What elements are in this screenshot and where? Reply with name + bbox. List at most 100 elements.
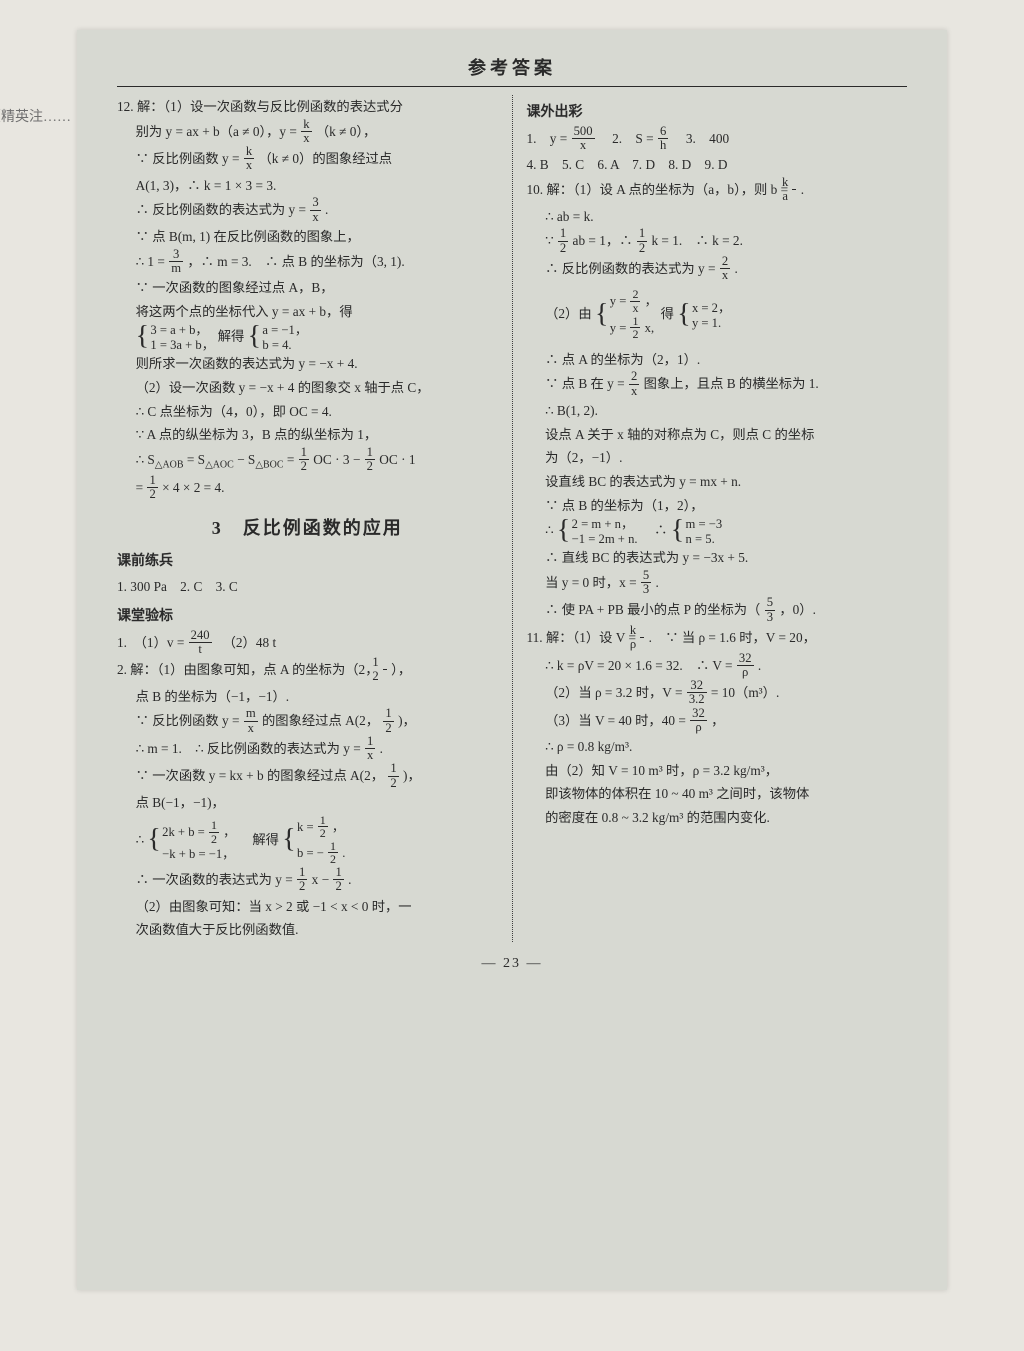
column-left: 12. 解：（1）设一次函数与反比例函数的表达式分 别为 y = ax + b（…	[117, 95, 513, 942]
text: 的图象经过点 A(2，	[262, 713, 379, 728]
fraction: k a	[792, 176, 796, 204]
q11-line: 11. 解：（1）设 V = k ρ . ∵ 当 ρ = 1.6 时，V = 2…	[527, 625, 908, 653]
section-heading: 课前练兵	[117, 550, 498, 575]
eq: −1 = 2m + n.	[572, 532, 638, 547]
q10-line: 设直线 BC 的表达式为 y = mx + n.	[527, 470, 908, 494]
answer-line: 1. （1）v = 240 t （2）48 t	[117, 630, 498, 658]
text: ∵ 点 B 在 y =	[545, 376, 625, 391]
q12-line: ∵ 点 B(m, 1) 在反比例函数的图象上，	[117, 225, 498, 249]
denominator: 3	[765, 610, 775, 624]
q2-line: 次函数值大于反比例函数值.	[117, 918, 498, 942]
text: ），	[391, 662, 411, 677]
eq: 1 = 3a + b，	[150, 338, 214, 353]
q10-line: 设点 A 关于 x 轴的对称点为 C，则点 C 的坐标	[527, 423, 908, 447]
q10-line: ∴ 反比例函数的表达式为 y = 2 x .	[527, 256, 908, 284]
text: 解得	[218, 329, 245, 344]
numerator: 240	[189, 629, 212, 642]
q2-line: 点 B 的坐标为（−1，−1）.	[117, 685, 498, 709]
brace-icon: {	[595, 301, 608, 326]
text: ∴ m = 1. ∴ 反比例函数的表达式为 y =	[136, 741, 361, 756]
numerator: 1	[388, 762, 398, 775]
text: y =	[610, 294, 630, 308]
q10-line: ∵ 点 B 的坐标为（1，2），	[527, 494, 908, 518]
numerator: k	[792, 176, 796, 189]
eq: n = 5.	[686, 532, 723, 547]
text: ，0）.	[779, 602, 816, 617]
text: x,	[645, 321, 654, 335]
text: = 10（m³）.	[711, 685, 779, 700]
q2-line: ∵ 一次函数 y = kx + b 的图象经过点 A(2， 1 2 )，	[117, 763, 498, 791]
denominator: 2	[558, 241, 568, 255]
eq: a = −1，	[262, 323, 307, 338]
q10-line: ∴ 使 PA + PB 最小的点 P 的坐标为（ 5 3 ，0）.	[527, 597, 908, 625]
numerator: 32	[687, 679, 707, 692]
text: （2）当 ρ = 3.2 时，V =	[545, 685, 682, 700]
text: .	[380, 741, 383, 756]
q10-line: ∴ B(1, 2).	[527, 399, 908, 423]
text: 2. S =	[599, 131, 654, 146]
denominator: h	[658, 138, 668, 152]
fraction: 1 2	[299, 446, 309, 474]
fraction: 1 2	[383, 707, 393, 735]
denominator: 2	[299, 459, 309, 473]
numerator: 3	[310, 196, 320, 209]
text: .	[656, 575, 659, 590]
text: ∵ 反比例函数 y =	[136, 713, 240, 728]
fraction: 1 x	[365, 735, 375, 763]
numerator: 1	[209, 819, 219, 832]
sub: △AOC	[205, 460, 234, 471]
denominator: 2	[637, 241, 647, 255]
system-right: k = 1 2 ， b = − 1 2 .	[297, 815, 345, 867]
fraction: k x	[301, 118, 311, 146]
text: （k ≠ 0）的图象经过点	[258, 151, 392, 166]
q11-line: （2）当 ρ = 3.2 时，V = 32 3.2 = 10（m³）.	[527, 680, 908, 708]
numerator: 3	[169, 248, 183, 261]
fraction: 240 t	[189, 629, 212, 657]
q11-line: ∴ k = ρV = 20 × 1.6 = 32. ∴ V = 32 ρ .	[527, 653, 908, 681]
brace-icon: {	[147, 826, 160, 851]
denominator: 2	[388, 776, 398, 790]
numerator: 1	[630, 315, 640, 328]
text: .	[758, 657, 761, 672]
q12-line: = 1 2 × 4 × 2 = 4.	[117, 475, 498, 503]
system-left: y = 2 x ， y = 1 2 x,	[610, 289, 658, 341]
text: 11. 解：（1）设 V =	[527, 630, 636, 645]
numerator: 1	[365, 446, 375, 459]
q12-line: ∵ 一次函数的图象经过点 A，B，	[117, 276, 498, 300]
q10-line: 10. 解：（1）设 A 点的坐标为（a，b），则 b = k a .	[527, 177, 908, 205]
denominator: m	[169, 261, 183, 275]
fraction: 3 x	[310, 196, 320, 224]
denominator: ρ	[737, 665, 754, 679]
denominator: 2	[383, 721, 393, 735]
fraction: 3 m	[169, 248, 183, 276]
text: .	[801, 182, 804, 197]
margin-note: （精英注……	[0, 106, 77, 126]
text: ∵ 反比例函数 y =	[136, 151, 240, 166]
eq: y = 2 x ，	[610, 289, 658, 315]
denominator: 2	[318, 826, 328, 840]
text: 解得	[239, 832, 279, 847]
denominator: 2	[147, 487, 157, 501]
text: ∴ 反比例函数的表达式为 y =	[545, 261, 715, 276]
q2-line: ∴ 一次函数的表达式为 y = 1 2 x − 1 2 .	[117, 867, 498, 895]
brace-icon: {	[282, 826, 295, 851]
q12-line: ∴ C 点坐标为（4，0），即 OC = 4.	[117, 400, 498, 424]
denominator: 2	[383, 669, 387, 683]
denominator: x	[310, 210, 320, 224]
text: k =	[297, 820, 317, 834]
answer-line: 1. y = 500 x 2. S = 6 h 3. 400	[527, 126, 908, 154]
eq: y = 1 2 x,	[610, 316, 658, 342]
eq: m = −3	[686, 517, 723, 532]
paper-page: （精英注…… 参考答案 12. 解：（1）设一次函数与反比例函数的表达式分 别为…	[77, 30, 947, 1290]
fraction: 1 2	[328, 840, 338, 866]
denominator: 2	[365, 459, 375, 473]
text: x −	[312, 872, 333, 887]
fraction: m x	[244, 707, 258, 735]
fraction: 1 2	[147, 474, 157, 502]
q10-line: ∴ ab = k.	[527, 205, 908, 229]
numerator: 2	[720, 255, 730, 268]
eq: y = 1.	[692, 316, 731, 331]
fraction: 5 3	[765, 596, 775, 624]
numerator: k	[640, 624, 644, 637]
text: ∴ k = ρV = 20 × 1.6 = 32. ∴ V =	[545, 657, 732, 672]
